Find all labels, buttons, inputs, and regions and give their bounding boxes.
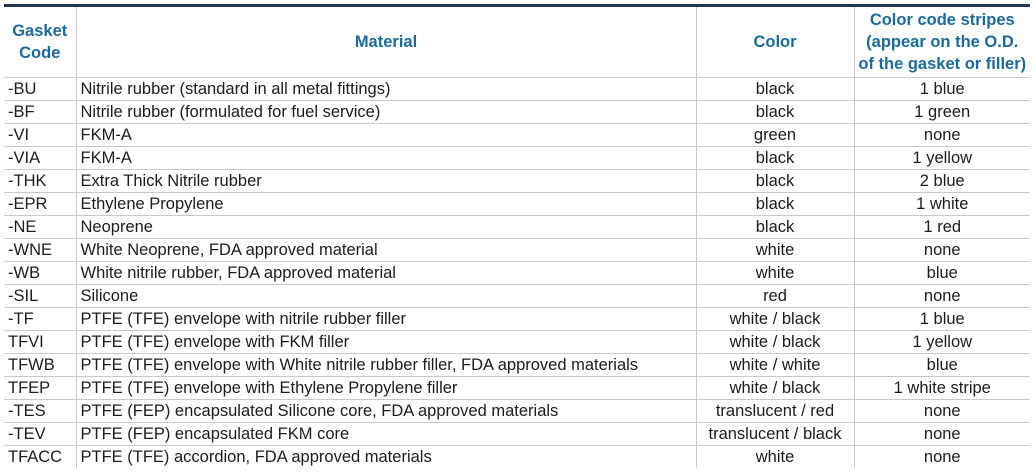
table-row: -EPR Ethylene Propylene black 1 white xyxy=(4,193,1030,216)
cell-gasket-code: TFACC xyxy=(4,446,76,469)
table-row: -VI FKM-A green none xyxy=(4,124,1030,147)
cell-color-code-stripes: blue xyxy=(854,262,1030,285)
cell-color: black xyxy=(696,216,854,239)
table-row: -TF PTFE (TFE) envelope with nitrile rubb… xyxy=(4,308,1030,331)
table-row: -TEV PTFE (FEP) encapsulated FKM core tran… xyxy=(4,423,1030,446)
table-row: -TES PTFE (FEP) encapsulated Silicone cor… xyxy=(4,400,1030,423)
header-gasket-code-line1: Gasket xyxy=(4,20,76,42)
cell-color-code-stripes: 1 white xyxy=(854,193,1030,216)
table-row: -NE Neoprene black 1 red xyxy=(4,216,1030,239)
cell-material: Neoprene xyxy=(76,216,696,239)
table-row: TFACC PTFE (TFE) accordion, FDA approved … xyxy=(4,446,1030,469)
cell-color: white / black xyxy=(696,331,854,354)
cell-color: red xyxy=(696,285,854,308)
cell-gasket-code: -BU xyxy=(4,78,76,101)
cell-gasket-code: -TF xyxy=(4,308,76,331)
cell-material: PTFE (FEP) encapsulated FKM core xyxy=(76,423,696,446)
cell-color-code-stripes: none xyxy=(854,423,1030,446)
cell-gasket-code: TFWB xyxy=(4,354,76,377)
cell-color: black xyxy=(696,170,854,193)
cell-material: Extra Thick Nitrile rubber xyxy=(76,170,696,193)
cell-material: Nitrile rubber (standard in all metal fi… xyxy=(76,78,696,101)
cell-color: black xyxy=(696,78,854,101)
cell-color-code-stripes: 1 yellow xyxy=(854,147,1030,170)
cell-color: white / black xyxy=(696,308,854,331)
cell-color-code-stripes: 1 green xyxy=(854,101,1030,124)
table-row: TFVI PTFE (TFE) envelope with FKM filler w… xyxy=(4,331,1030,354)
cell-color-code-stripes: 1 white stripe xyxy=(854,377,1030,400)
cell-color: black xyxy=(696,147,854,170)
header-gasket-code-line2: Code xyxy=(4,42,76,64)
cell-gasket-code: -WB xyxy=(4,262,76,285)
cell-color-code-stripes: 1 blue xyxy=(854,308,1030,331)
cell-color: black xyxy=(696,101,854,124)
cell-material: White nitrile rubber, FDA approved mater… xyxy=(76,262,696,285)
cell-material: PTFE (TFE) envelope with White nitrile r… xyxy=(76,354,696,377)
cell-color-code-stripes: none xyxy=(854,239,1030,262)
cell-material: Nitrile rubber (formulated for fuel serv… xyxy=(76,101,696,124)
cell-color-code-stripes: none xyxy=(854,400,1030,423)
cell-material: White Neoprene, FDA approved material xyxy=(76,239,696,262)
cell-material: PTFE (TFE) accordion, FDA approved mater… xyxy=(76,446,696,469)
header-row: Gasket Code Material Color Color code st… xyxy=(4,7,1030,78)
cell-gasket-code: -VI xyxy=(4,124,76,147)
header-gasket-code: Gasket Code xyxy=(4,7,76,78)
cell-color: white / black xyxy=(696,377,854,400)
cell-gasket-code: -TES xyxy=(4,400,76,423)
cell-color: white xyxy=(696,446,854,469)
table-row: -BF Nitrile rubber (formulated for fuel s… xyxy=(4,101,1030,124)
cell-color: white / white xyxy=(696,354,854,377)
cell-color-code-stripes: none xyxy=(854,446,1030,469)
cell-color-code-stripes: none xyxy=(854,285,1030,308)
cell-material: FKM-A xyxy=(76,124,696,147)
cell-color: black xyxy=(696,193,854,216)
cell-color-code-stripes: 2 blue xyxy=(854,170,1030,193)
cell-gasket-code: -TEV xyxy=(4,423,76,446)
table-row: -WNE White Neoprene, FDA approved materia… xyxy=(4,239,1030,262)
header-material: Material xyxy=(76,7,696,78)
cell-color-code-stripes: 1 yellow xyxy=(854,331,1030,354)
cell-material: FKM-A xyxy=(76,147,696,170)
cell-color: translucent / red xyxy=(696,400,854,423)
cell-color: white xyxy=(696,239,854,262)
table-row: TFEP PTFE (TFE) envelope with Ethylene Pr… xyxy=(4,377,1030,400)
cell-gasket-code: TFVI xyxy=(4,331,76,354)
header-color-code-stripes: Color code stripes (appear on the O.D. o… xyxy=(854,7,1030,78)
table-body: -BU Nitrile rubber (standard in all metal… xyxy=(4,78,1030,469)
header-color: Color xyxy=(696,7,854,78)
header-stripes-line2: (appear on the O.D. xyxy=(855,31,1031,53)
cell-color-code-stripes: 1 red xyxy=(854,216,1030,239)
cell-material: PTFE (TFE) envelope with Ethylene Propyl… xyxy=(76,377,696,400)
cell-gasket-code: -THK xyxy=(4,170,76,193)
gasket-code-table: Gasket Code Material Color Color code st… xyxy=(4,7,1030,468)
cell-color-code-stripes: blue xyxy=(854,354,1030,377)
cell-gasket-code: -SIL xyxy=(4,285,76,308)
table-row: -VIA FKM-A black 1 yellow xyxy=(4,147,1030,170)
header-stripes-line3: of the gasket or filler) xyxy=(855,53,1031,75)
cell-gasket-code: -EPR xyxy=(4,193,76,216)
cell-material: Silicone xyxy=(76,285,696,308)
cell-gasket-code: -WNE xyxy=(4,239,76,262)
table-row: TFWB PTFE (TFE) envelope with White nitri… xyxy=(4,354,1030,377)
cell-gasket-code: -BF xyxy=(4,101,76,124)
cell-material: Ethylene Propylene xyxy=(76,193,696,216)
cell-gasket-code: -VIA xyxy=(4,147,76,170)
cell-gasket-code: -NE xyxy=(4,216,76,239)
header-stripes-line1: Color code stripes xyxy=(855,9,1031,31)
cell-color-code-stripes: none xyxy=(854,124,1030,147)
table-row: -WB White nitrile rubber, FDA approved ma… xyxy=(4,262,1030,285)
table-row: -SIL Silicone red none xyxy=(4,285,1030,308)
gasket-table-container: Gasket Code Material Color Color code st… xyxy=(4,4,1030,468)
cell-color-code-stripes: 1 blue xyxy=(854,78,1030,101)
table-row: -THK Extra Thick Nitrile rubber black 2 blu… xyxy=(4,170,1030,193)
cell-color: white xyxy=(696,262,854,285)
cell-material: PTFE (TFE) envelope with FKM filler xyxy=(76,331,696,354)
cell-color: green xyxy=(696,124,854,147)
cell-material: PTFE (FEP) encapsulated Silicone core, F… xyxy=(76,400,696,423)
table-row: -BU Nitrile rubber (standard in all metal… xyxy=(4,78,1030,101)
cell-gasket-code: TFEP xyxy=(4,377,76,400)
cell-color: translucent / black xyxy=(696,423,854,446)
cell-material: PTFE (TFE) envelope with nitrile rubber … xyxy=(76,308,696,331)
